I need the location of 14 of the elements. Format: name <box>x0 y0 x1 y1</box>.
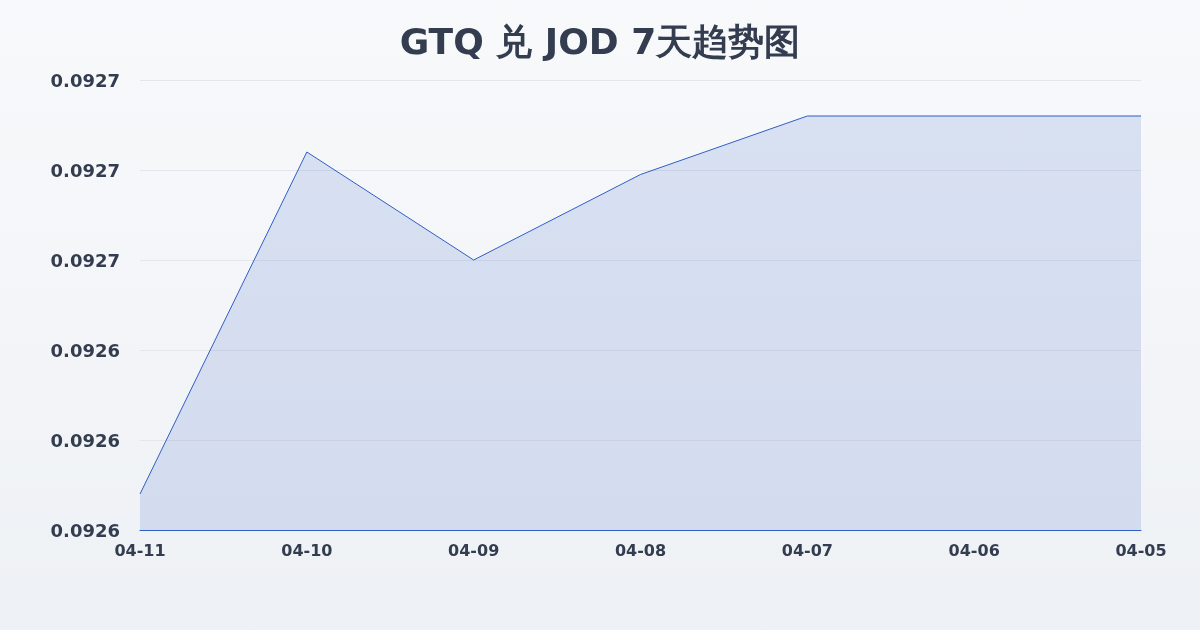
x-tick-label: 04-06 <box>948 540 1000 560</box>
x-tick-label: 04-05 <box>1115 540 1167 560</box>
x-tick-label: 04-11 <box>114 540 166 560</box>
x-tick-label: 04-08 <box>614 540 667 560</box>
y-tick-label: 0.0927 <box>50 249 120 271</box>
chart-title: GTQ 兑 JOD 7天趋势图 <box>399 20 801 62</box>
y-tick-label: 0.0926 <box>50 339 120 361</box>
y-tick-label: 0.0926 <box>50 519 120 541</box>
y-tick-label: 0.0927 <box>50 69 120 91</box>
x-tick-label: 04-10 <box>281 540 333 560</box>
x-tick-label: 04-07 <box>781 540 833 560</box>
x-tick-label: 04-09 <box>448 540 500 560</box>
y-tick-label: 0.0927 <box>50 159 120 181</box>
y-tick-label: 0.0926 <box>50 429 120 451</box>
